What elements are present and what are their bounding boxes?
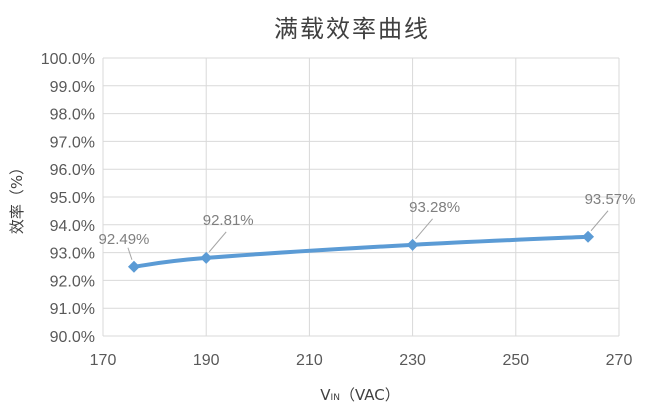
y-tick-label: 90.0% (50, 329, 95, 346)
y-tick-label: 95.0% (50, 190, 95, 207)
series-line (131, 234, 591, 269)
data-label-leader (590, 210, 609, 232)
x-axis-label-main: V (320, 386, 331, 404)
data-label-leader (415, 218, 433, 240)
x-tick-label: 210 (296, 352, 323, 369)
x-tick-labels: 170 190 210 230 250 270 (90, 352, 633, 369)
data-label: 92.49% (99, 231, 150, 248)
x-tick-label: 170 (90, 352, 117, 369)
y-axis-label: 效率（%） (8, 160, 26, 234)
data-label-leader (127, 247, 133, 260)
x-axis-label: VIN（VAC） (320, 386, 399, 404)
y-tick-label: 99.0% (50, 79, 95, 96)
data-point-marker (127, 260, 140, 273)
series-efficiency (127, 230, 595, 273)
x-tick-label: 230 (399, 352, 426, 369)
y-tick-label: 97.0% (50, 134, 95, 151)
x-tick-label: 250 (502, 352, 529, 369)
data-label: 92.81% (203, 212, 254, 229)
chart-title: 满载效率曲线 (274, 15, 430, 43)
x-axis-label-unit: （VAC） (340, 386, 400, 404)
y-tick-label: 93.0% (50, 246, 95, 263)
data-label: 93.57% (585, 191, 636, 208)
y-tick-label: 92.0% (50, 273, 95, 290)
y-tick-labels: 90.0% 91.0% 92.0% 93.0% 94.0% 95.0% 96.0% 97.0%… (41, 51, 95, 346)
y-tick-label: 100.0% (41, 51, 95, 68)
data-point-marker (406, 238, 419, 251)
horizontal-gridlines (103, 57, 619, 337)
y-tick-label: 91.0% (50, 301, 95, 318)
data-point-marker (200, 251, 213, 264)
x-tick-label: 270 (606, 352, 633, 369)
data-label-leaders (127, 210, 609, 260)
y-tick-label: 96.0% (50, 162, 95, 179)
y-tick-label: 94.0% (50, 218, 95, 235)
data-point-marker (582, 230, 595, 243)
x-axis-label-subscript: IN (331, 393, 340, 403)
x-tick-label: 190 (193, 352, 220, 369)
data-labels: 92.49% 92.81% 93.28% 93.57% (99, 191, 636, 248)
data-label: 93.28% (409, 199, 460, 216)
data-label-leader (208, 231, 227, 253)
y-tick-label: 98.0% (50, 107, 95, 124)
